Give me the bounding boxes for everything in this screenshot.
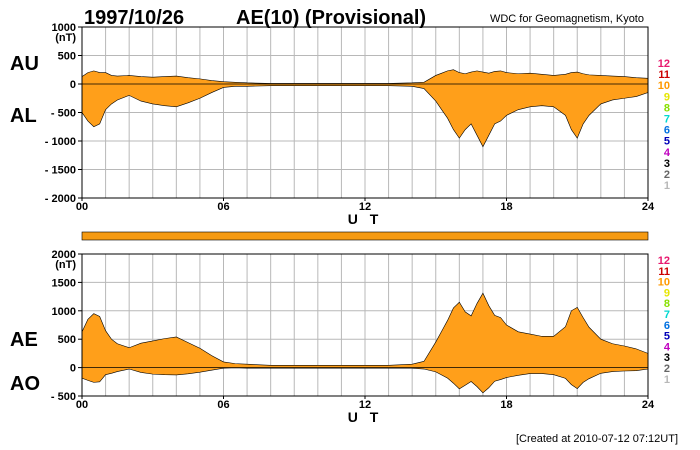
ae-ao-y-tick-label: 2000	[52, 249, 76, 261]
au-al-legend-item: 3	[664, 158, 670, 170]
ae-ao-legend-item: 8	[664, 298, 670, 310]
au-al-legend-item: 10	[658, 80, 670, 92]
ae-ao-legend-item: 7	[664, 309, 670, 321]
al-label: AL	[10, 105, 37, 127]
au-al-x-tick-label: 24	[642, 201, 655, 213]
ae-ao-y-tick-label: 0	[70, 363, 76, 375]
chart-date: 1997/10/26	[84, 7, 184, 29]
au-al-y-tick-label: - 1000	[45, 136, 76, 148]
au-al-x-tick-label: 18	[500, 201, 512, 213]
ae-ao-legend-item: 2	[664, 363, 670, 375]
au-al-legend-item: 5	[664, 136, 670, 148]
ae-label: AE	[10, 329, 38, 351]
au-al-legend-item: 9	[664, 91, 670, 103]
au-al-y-tick-label: - 2000	[45, 193, 76, 205]
au-al-legend-item: 6	[664, 125, 670, 137]
chart-title: AE(10) (Provisional)	[236, 7, 426, 29]
ae-ao-legend-item: 11	[658, 266, 670, 278]
au-al-legend-item: 1	[664, 180, 670, 192]
au-al-legend-item: 8	[664, 102, 670, 114]
created-timestamp: [Created at 2010-07-12 07:12UT]	[516, 433, 678, 445]
au-al-x-ticks: 00 06 12 18 24	[76, 198, 655, 213]
au-al-legend-item: 12	[658, 58, 670, 70]
ae-ao-x-tick-label: 06	[217, 399, 229, 411]
au-al-y-tick-label: - 500	[51, 108, 76, 120]
au-al-x-axis-label: U T	[348, 211, 383, 227]
au-al-legend-item: 11	[658, 69, 670, 81]
separator-band	[81, 231, 649, 241]
ae-ao-x-ticks: 00 06 12 18 24	[76, 396, 655, 411]
ae-ao-x-tick-label: 00	[76, 399, 88, 411]
au-al-y-tick-label: - 1500	[45, 165, 76, 177]
ae-ao-y-tick-label: 500	[58, 334, 76, 346]
data-source: WDC for Geomagnetism, Kyoto	[490, 13, 644, 25]
ae-ao-y-tick-label: - 500	[51, 391, 76, 403]
au-al-y-tick-label: 500	[58, 51, 76, 63]
au-label: AU	[10, 53, 39, 75]
au-al-legend-item: 7	[664, 114, 670, 126]
au-al-legend-item: 2	[664, 169, 670, 181]
au-al-legend-item: 4	[664, 147, 671, 159]
au-al-x-tick-label: 12	[359, 201, 371, 213]
au-al-x-tick-label: 00	[76, 201, 88, 213]
ae-ao-legend-item: 12	[658, 255, 670, 267]
ao-label: AO	[10, 373, 40, 395]
ae-ao-legend-item: 4	[664, 341, 671, 353]
ae-ao-x-tick-label: 12	[359, 399, 371, 411]
ae-ao-legend-item: 1	[664, 374, 670, 386]
ae-ao-legend-item: 10	[658, 277, 670, 289]
au-al-y-tick-label: 0	[70, 79, 76, 91]
au-al-unit-label: (nT)	[55, 32, 76, 44]
ae-ao-x-axis-label: U T	[348, 409, 383, 425]
ae-ao-y-ticks: 2000 1500 1000 500 0 - 500	[51, 249, 82, 403]
ae-ao-x-tick-label: 24	[642, 399, 655, 411]
au-al-y-tick-label: 1000	[52, 22, 76, 34]
au-al-x-tick-label: 06	[217, 201, 229, 213]
ae-ao-legend-item: 5	[664, 331, 670, 343]
ae-ao-legend-item: 9	[664, 287, 670, 299]
au-al-y-ticks: 1000 500 0 - 500 - 1000 - 1500 - 2000	[45, 22, 82, 205]
ae-ao-y-tick-label: 1500	[52, 277, 76, 289]
ae-ao-legend-item: 3	[664, 352, 670, 364]
ae-ao-legend-item: 6	[664, 320, 670, 332]
ae-ao-x-tick-label: 18	[500, 399, 512, 411]
ae-ao-unit-label: (nT)	[55, 259, 76, 271]
ae-ao-y-tick-label: 1000	[52, 306, 76, 318]
